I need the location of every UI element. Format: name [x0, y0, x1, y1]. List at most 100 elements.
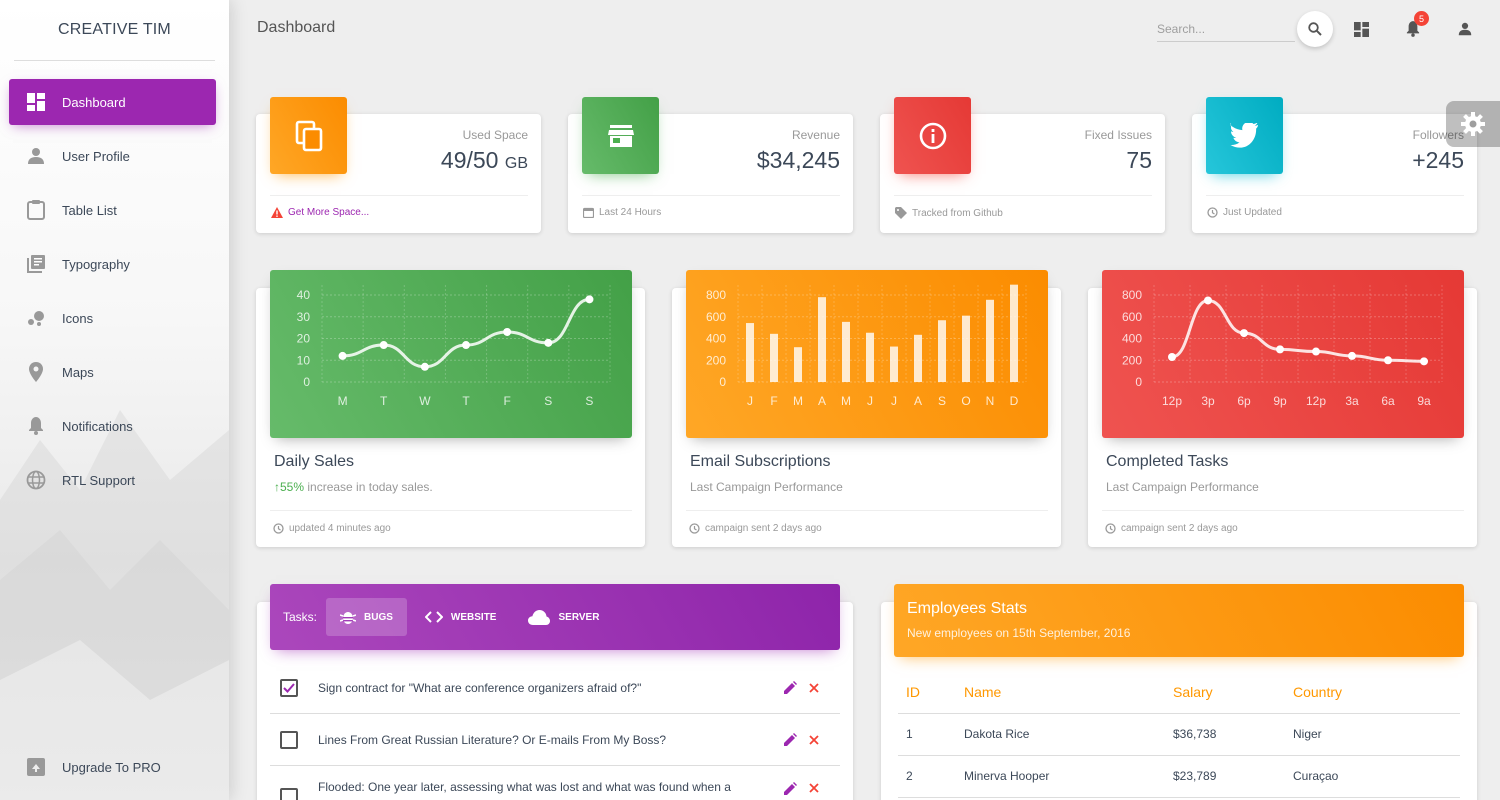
remove-task-button[interactable] [806, 780, 822, 796]
chart-footer: campaign sent 2 days ago [689, 523, 822, 534]
sidebar-item-table-list[interactable]: Table List [9, 187, 216, 233]
divider [1102, 510, 1464, 511]
y-tick-label: 400 [1122, 332, 1142, 346]
x-tick-label: S [544, 394, 552, 408]
sidebar-item-rtl-support[interactable]: RTL Support [9, 457, 216, 503]
divider [582, 195, 840, 196]
sidebar-item-label: Maps [62, 364, 94, 380]
pencil-icon [783, 681, 797, 694]
task-text: Sign contract for "What are conference o… [318, 680, 642, 695]
stat-footer: Last 24 Hours [583, 207, 661, 218]
divider [270, 510, 632, 511]
edit-task-button[interactable] [782, 732, 798, 748]
tab-bugs[interactable]: BUGS [326, 598, 407, 636]
bar [818, 297, 826, 382]
stat-tile [270, 97, 347, 174]
data-point [338, 351, 347, 360]
data-point [1276, 345, 1284, 354]
dashboard-icon [26, 92, 46, 112]
task-text: Flooded: One year later, assessing what … [318, 780, 731, 794]
brand-logo-text[interactable]: CREATIVE TIM [14, 0, 215, 61]
chart-card-completed-tasks: 0 200 400 600 800 12p 3p 6p 9p 12p 3a 6a 9a Complete… [1088, 270, 1477, 547]
y-tick-label: 20 [297, 332, 311, 346]
stat-category: Used Space [462, 128, 528, 142]
sidebar-item-label: Notifications [62, 418, 133, 434]
unarchive-icon [26, 757, 46, 777]
bar [914, 334, 922, 382]
stat-footer: Get More Space... [271, 207, 369, 218]
dashboard-button[interactable] [1350, 18, 1372, 40]
task-checkbox[interactable] [280, 788, 298, 800]
chart-footer: updated 4 minutes ago [273, 523, 391, 534]
notifications-button[interactable]: 5 [1402, 11, 1429, 40]
y-tick-label: 600 [1122, 310, 1142, 324]
y-tick-label: 200 [1122, 353, 1142, 367]
column-header-id: ID [898, 671, 956, 714]
sidebar-item-maps[interactable]: Maps [9, 349, 216, 395]
clock-icon [273, 523, 284, 534]
bar [962, 315, 970, 382]
y-tick-label: 0 [719, 375, 726, 389]
x-tick-label: T [380, 394, 388, 408]
chart-subtitle: Last Campaign Performance [1106, 480, 1259, 494]
chart-header: 0 200 400 600 800 12p 3p 6p 9p 12p 3a 6a 9a [1102, 270, 1464, 438]
sidebar-item-icons[interactable]: Icons [9, 295, 216, 341]
y-tick-label: 0 [1135, 375, 1142, 389]
bar [794, 347, 802, 382]
stat-tile [1206, 97, 1283, 174]
bar [890, 346, 898, 382]
x-tick-label: J [867, 394, 873, 408]
data-point [1312, 347, 1320, 356]
sidebar-item-user-profile[interactable]: User Profile [9, 133, 216, 179]
settings-button[interactable] [1446, 101, 1500, 147]
remove-task-button[interactable] [806, 680, 822, 696]
remove-task-button[interactable] [806, 732, 822, 748]
task-checkbox[interactable] [280, 730, 298, 749]
dashboard-icon [1353, 21, 1369, 37]
calendar-icon [583, 207, 594, 218]
stat-tile [582, 97, 659, 174]
tasks-header: Tasks: BUGS WEBSITE SERVER [270, 584, 840, 650]
twitter-icon [1229, 122, 1258, 148]
search-input[interactable] [1157, 16, 1295, 42]
edit-task-button[interactable] [782, 680, 798, 696]
x-tick-label: A [818, 394, 826, 408]
search-icon [1308, 22, 1322, 36]
chart-card-email-subscriptions: 0 200 400 600 800 J F M A M J J A S O N D Email Subscrip… [672, 270, 1061, 547]
user-account-button[interactable] [1454, 18, 1476, 40]
stat-category: Revenue [791, 128, 840, 142]
tab-website[interactable]: WEBSITE [411, 598, 511, 636]
tab-server[interactable]: SERVER [514, 598, 613, 636]
get-more-space-link[interactable]: Get More Space... [288, 207, 370, 218]
table-header-row: ID Name Salary Country [898, 671, 1460, 714]
sidebar-item-typography[interactable]: Typography [9, 241, 216, 287]
pencil-icon [783, 781, 797, 795]
stat-card-followers: Followers +245 Just Updated [1192, 97, 1477, 233]
cloud-icon [528, 609, 551, 625]
divider [1206, 195, 1464, 196]
page-title: Dashboard [257, 19, 336, 36]
x-tick-label: 12p [1162, 394, 1182, 408]
column-header-country: Country [1285, 671, 1460, 714]
stat-category: Followers [1412, 128, 1464, 142]
task-checkbox[interactable] [280, 678, 298, 697]
data-point [1420, 357, 1428, 366]
bar [842, 321, 850, 382]
sidebar-item-label: Typography [62, 256, 130, 272]
upgrade-to-pro-link[interactable]: Upgrade To PRO [9, 744, 216, 790]
employees-table: ID Name Salary Country 1 Dakota Rice $36… [898, 671, 1460, 798]
cell-name: Dakota Rice [956, 713, 1165, 756]
x-tick-label: T [462, 394, 470, 408]
sidebar-item-notifications[interactable]: Notifications [9, 403, 216, 449]
x-tick-label: 9p [1273, 394, 1287, 408]
sidebar-item-dashboard[interactable]: Dashboard [9, 79, 216, 125]
search-button[interactable] [1297, 11, 1333, 47]
bubble-chart-icon [26, 308, 46, 328]
chart-card-daily-sales: 0 10 20 30 40 M T W T F S S Daily Sales ↑55% increa… [256, 270, 645, 547]
bar [986, 299, 994, 382]
y-tick-label: 800 [1122, 288, 1142, 302]
table-row: 1 Dakota Rice $36,738 Niger [898, 713, 1460, 756]
edit-task-button[interactable] [782, 780, 798, 796]
warning-icon [271, 207, 283, 218]
divider [894, 195, 1152, 196]
